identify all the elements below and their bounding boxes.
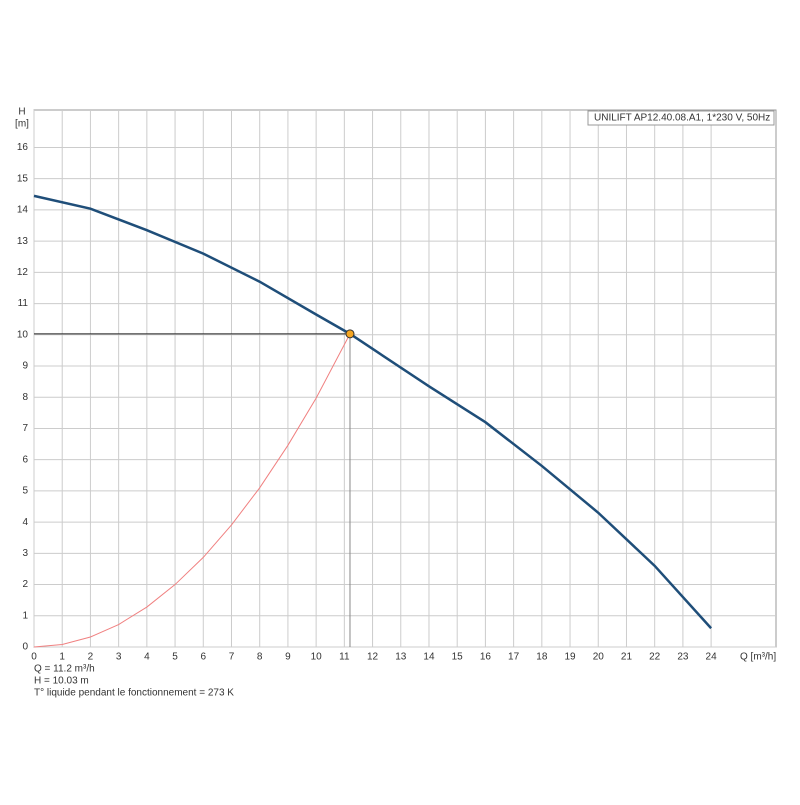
y-tick-label: 13 [17, 236, 29, 247]
x-tick-label: 10 [311, 652, 323, 663]
x-tick-label: 12 [367, 652, 379, 663]
info-line: T° liquide pendant le fonctionnement = 2… [34, 688, 234, 699]
operating-point [345, 329, 355, 339]
label-box [587, 110, 775, 126]
x-tick-label: 2 [88, 652, 94, 663]
curve [33, 194, 713, 630]
x-tick-label: 11 [339, 652, 350, 663]
x-tick-label: 18 [536, 652, 548, 663]
x-tick-label: 3 [116, 652, 122, 663]
y-tick-label: 6 [22, 454, 28, 465]
label-box-text: UNILIFT AP12.40.08.A1, 1*230 V, 50Hz [594, 113, 770, 124]
x-tick-label: 14 [423, 652, 435, 663]
x-tick-label: 5 [172, 652, 178, 663]
y-tick-label: 1 [22, 610, 28, 621]
y-axis-label: H [18, 107, 25, 118]
x-tick-label: 4 [144, 652, 150, 663]
x-tick-label: 8 [257, 652, 263, 663]
x-tick-label: 23 [677, 652, 689, 663]
x-tick-label: 1 [59, 652, 65, 663]
y-tick-label: 9 [22, 361, 28, 372]
x-tick-label: 20 [593, 652, 605, 663]
plot-frame [33, 109, 777, 648]
y-tick-label: 0 [22, 642, 28, 653]
x-tick-label: 16 [480, 652, 492, 663]
x-tick-label: 0 [31, 652, 37, 663]
x-tick-label: 15 [452, 652, 464, 663]
x-tick-label: 13 [395, 652, 407, 663]
y-tick-label: 15 [17, 173, 29, 184]
curve [33, 333, 351, 648]
x-tick-label: 24 [706, 652, 718, 663]
y-axis-unit: [m] [15, 119, 29, 130]
y-tick-label: 12 [17, 267, 29, 278]
x-tick-label: 7 [229, 652, 235, 663]
y-tick-label: 16 [17, 142, 29, 153]
y-tick-label: 8 [22, 392, 28, 403]
y-tick-label: 2 [22, 579, 28, 590]
y-tick-label: 14 [17, 205, 29, 216]
y-tick-label: 5 [22, 486, 28, 497]
info-line: H = 10.03 m [34, 676, 89, 687]
x-tick-label: 21 [621, 652, 633, 663]
x-tick-label: 9 [285, 652, 291, 663]
x-tick-label: 17 [508, 652, 520, 663]
y-tick-label: 7 [22, 423, 28, 434]
x-tick-label: 22 [649, 652, 661, 663]
y-tick-label: 3 [22, 548, 28, 559]
x-tick-label: 19 [564, 652, 576, 663]
x-tick-label: 6 [200, 652, 206, 663]
y-tick-label: 11 [18, 298, 29, 309]
info-line: Q = 11.2 m³/h [34, 664, 95, 675]
y-tick-label: 10 [17, 329, 29, 340]
y-tick-label: 4 [22, 517, 28, 528]
x-axis-label: Q [m³/h] [740, 652, 776, 663]
